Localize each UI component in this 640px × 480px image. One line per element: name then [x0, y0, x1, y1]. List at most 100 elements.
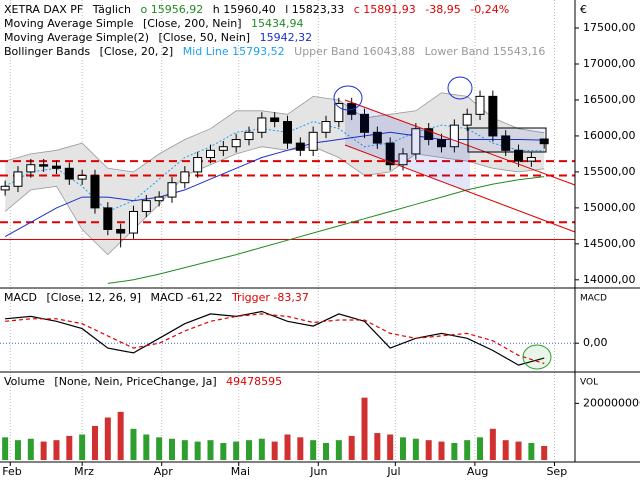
unit-label: €: [580, 3, 587, 16]
legend-params: [Close, 20, 2]: [99, 45, 174, 58]
volume-bar: [2, 437, 9, 460]
y-tick-label: 200000000: [583, 396, 640, 409]
candle-body: [283, 121, 292, 144]
legend-name: Moving Average Simple: [4, 17, 134, 30]
volume-bar: [361, 397, 368, 460]
candle-body: [514, 149, 524, 162]
candle-body: [244, 131, 254, 141]
volume-bar: [477, 437, 484, 460]
candle-body: [308, 131, 318, 151]
volume-bar: [79, 434, 86, 460]
volume-bar: [374, 433, 381, 460]
volume-bar: [245, 440, 252, 460]
channel-fill: [345, 100, 470, 192]
legend-value: 49478595: [226, 375, 283, 388]
volume-bar: [194, 441, 201, 460]
x-tick-label: Aug: [467, 465, 488, 478]
candle-body: [64, 167, 74, 180]
legend-params: [Close, 200, Nein]: [142, 17, 242, 30]
channel-line: [344, 99, 576, 186]
volume-bar: [27, 438, 34, 460]
x-tick-label: Feb: [2, 465, 21, 478]
candle-body: [385, 142, 395, 166]
volume-bar: [541, 445, 548, 460]
volume-bar: [425, 440, 432, 460]
volume-bar: [14, 440, 21, 460]
x-tick-label: Jul: [386, 465, 400, 478]
candle-body: [321, 121, 331, 133]
candle-body: [257, 117, 267, 133]
legend-entry: Moving Average Simple(2) [Close, 50, Nei…: [4, 31, 318, 45]
legend-entry: Bollinger Bands [Close, 20, 2] Mid Line …: [4, 45, 551, 59]
volume-bar: [66, 435, 73, 460]
volume-bar: [438, 441, 445, 460]
candle-body: [424, 128, 434, 141]
channel-line: [344, 144, 576, 233]
candle-body: [295, 142, 305, 151]
y-tick-label: 15000,00: [583, 201, 636, 214]
candle-body: [77, 174, 87, 180]
candle-body: [462, 113, 472, 126]
legend-entry: Moving Average Simple [Close, 200, Nein]…: [4, 17, 310, 31]
volume-bar: [207, 440, 214, 460]
volume-bar: [515, 441, 522, 460]
axis-label: VOL: [580, 378, 598, 388]
volume-bar: [156, 437, 163, 460]
x-tick-label: Apr: [154, 465, 174, 478]
title: XETRA DAX PF: [4, 3, 84, 16]
candle-body: [526, 157, 536, 162]
candle-body: [231, 139, 241, 148]
candle-body: [205, 149, 215, 159]
legend-value: 15434,94: [251, 17, 304, 30]
highlight-circle: [333, 85, 363, 111]
x-tick-label: Jun: [309, 465, 327, 478]
x-tick-label: Mrz: [74, 465, 94, 478]
y-tick-label: 14500,00: [583, 237, 636, 250]
macd-line: [5, 310, 545, 366]
y-tick-label: 14000,00: [583, 273, 636, 286]
ohlc: o 15956,92: [140, 3, 204, 16]
volume-bar: [258, 438, 265, 460]
axis-label: MACD: [580, 294, 607, 304]
candle-body: [372, 131, 382, 144]
candle-body: [167, 182, 177, 198]
macd-header: MACD [Close, 12, 26, 9] MACD -61,22 Trig…: [4, 291, 315, 305]
candle-body: [501, 135, 511, 151]
params: [Close, 12, 26, 9]: [46, 291, 142, 304]
candle-body: [193, 157, 203, 173]
volume-bar: [91, 426, 98, 460]
y-tick-label: 17000,00: [583, 57, 636, 70]
candle-body: [39, 164, 49, 167]
legend-name: Moving Average Simple(2): [4, 31, 150, 44]
ma-line: [107, 176, 545, 284]
candle-body: [218, 146, 228, 151]
candle-body: [347, 103, 357, 115]
price-header: XETRA DAX PF Täglich o 15956,92 h 15960,…: [4, 3, 515, 17]
volume-bar: [400, 437, 407, 460]
volume-bar: [451, 443, 458, 460]
volume-bar: [528, 443, 535, 460]
ohlc: h 15960,40: [212, 3, 276, 16]
params: [None, Nein, PriceChange, Ja]: [54, 375, 217, 388]
volume-bar: [489, 428, 496, 460]
volume-bar: [181, 440, 188, 460]
highlight-circle: [447, 76, 473, 100]
candle-body: [270, 117, 280, 123]
x-tick-label: Mai: [231, 465, 250, 478]
volume-bar: [502, 440, 509, 460]
y-tick-label: 15500,00: [583, 165, 636, 178]
candle-body: [334, 103, 344, 123]
y-tick-label: 0,00: [583, 336, 608, 349]
title: Volume: [4, 375, 45, 388]
volume-bar: [40, 441, 47, 460]
x-tick-label: Sep: [546, 465, 567, 478]
highlight-circle: [522, 344, 552, 370]
y-tick-label: 17500,00: [583, 21, 636, 34]
volume-bar: [310, 440, 317, 460]
volume-bar: [323, 443, 330, 460]
volume-bar: [168, 438, 175, 460]
legend-value: Upper Band 16043,88: [294, 45, 416, 58]
candle-body: [398, 153, 408, 166]
